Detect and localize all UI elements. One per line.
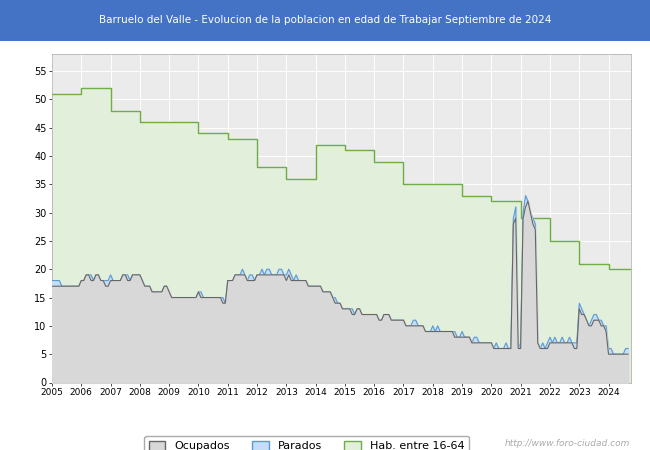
Text: Barruelo del Valle - Evolucion de la poblacion en edad de Trabajar Septiembre de: Barruelo del Valle - Evolucion de la pob… [99, 15, 551, 25]
Legend: Ocupados, Parados, Hab. entre 16-64: Ocupados, Parados, Hab. entre 16-64 [144, 436, 469, 450]
Text: http://www.foro-ciudad.com: http://www.foro-ciudad.com [505, 439, 630, 448]
